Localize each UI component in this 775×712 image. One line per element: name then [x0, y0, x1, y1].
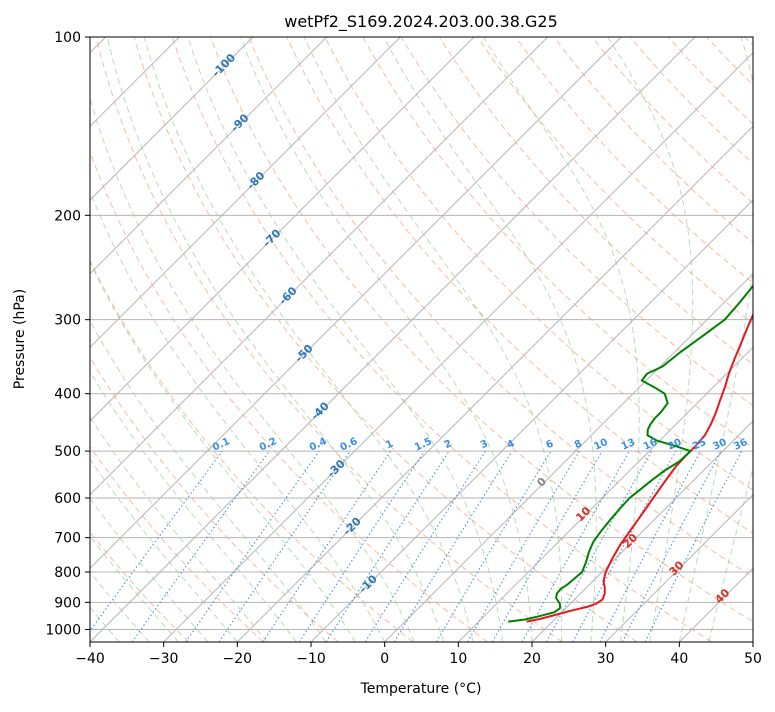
y-tick-label: 200: [54, 208, 81, 224]
x-tick-label: −30: [149, 651, 179, 667]
y-tick-label: 800: [54, 565, 81, 581]
y-axis-label: Pressure (hPa): [12, 289, 28, 389]
y-tick-label: 700: [54, 531, 81, 547]
x-tick-label: 0: [380, 651, 389, 667]
y-tick-label: 1000: [45, 622, 81, 638]
x-axis-label: Temperature (°C): [360, 681, 482, 697]
x-tick-label: 20: [523, 651, 541, 667]
x-tick-label: −40: [75, 651, 105, 667]
x-tick-label: 10: [449, 651, 467, 667]
x-tick-label: 40: [670, 651, 688, 667]
x-tick-label: −10: [296, 651, 326, 667]
y-tick-label: 400: [54, 387, 81, 403]
x-tick-label: 50: [744, 651, 762, 667]
chart-title: wetPf2_S169.2024.203.00.38.G25: [284, 12, 558, 32]
y-tick-label: 100: [54, 30, 81, 46]
y-tick-label: 900: [54, 595, 81, 611]
y-tick-label: 500: [54, 444, 81, 460]
x-tick-label: 30: [597, 651, 615, 667]
y-tick-label: 600: [54, 491, 81, 507]
x-tick-label: −20: [223, 651, 253, 667]
y-tick-label: 300: [54, 313, 81, 329]
